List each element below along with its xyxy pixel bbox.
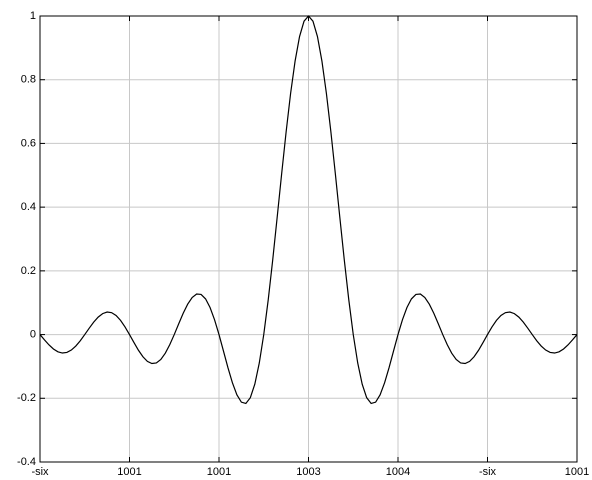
y-tick-label: 0.2 <box>21 265 36 277</box>
y-tick-label: 0.4 <box>21 201 36 213</box>
x-tick-label: 1003 <box>296 466 320 478</box>
y-tick-label: 0.6 <box>21 137 36 149</box>
x-tick-label: -six <box>479 466 497 478</box>
y-tick-label: 0 <box>30 328 36 340</box>
y-tick-label: -0.4 <box>17 456 36 468</box>
x-tick-label: 1004 <box>386 466 410 478</box>
x-tick-label: 1001 <box>565 466 589 478</box>
x-tick-label: 1001 <box>207 466 231 478</box>
y-tick-label: 0.8 <box>21 74 36 86</box>
line-series <box>39 15 578 405</box>
x-tick-label: 1001 <box>117 466 141 478</box>
x-tick-label: -six <box>31 466 49 478</box>
y-tick-label: 1 <box>30 10 36 22</box>
y-tick-label: -0.2 <box>17 392 36 404</box>
